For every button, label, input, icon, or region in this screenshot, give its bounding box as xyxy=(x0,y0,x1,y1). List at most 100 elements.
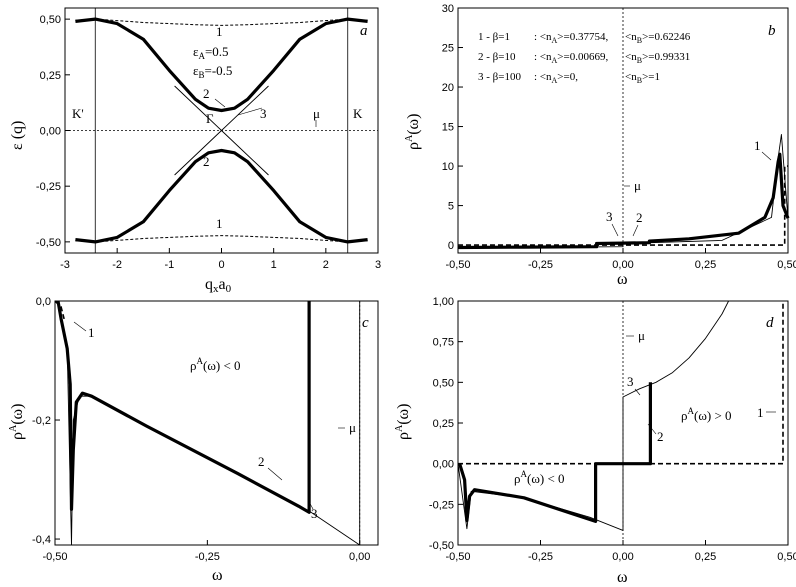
panel-letter-c: c xyxy=(362,315,369,331)
xtick-label-d-1: -0,25 xyxy=(528,551,553,563)
gamma-label: Γ xyxy=(206,111,214,126)
ytick-label-c-1: -0,2 xyxy=(32,415,51,427)
legend-b-1-na: : <nA>=0.37754, xyxy=(534,31,608,45)
ticks-b: -0,50 -0,25 0,00 0,25 0,50 0 5 10 15 20 25 30 xyxy=(442,3,796,271)
xtick-label-b-2: 0,00 xyxy=(612,259,633,271)
label-2-d: 2 xyxy=(657,429,664,444)
series-b xyxy=(457,8,790,253)
ytick-label-a-1: -0,25 xyxy=(36,181,61,193)
leader-3-b xyxy=(611,223,619,237)
leader-1-c xyxy=(73,321,87,332)
leader-3-c xyxy=(307,499,314,510)
ticks-d: -0,50 -0,25 0,00 0,25 0,50 -0,50 -0,25 0,00 0,25… xyxy=(429,296,796,563)
xtick-label-b-1: -0,25 xyxy=(528,259,553,271)
label-2-bottom-a: 2 xyxy=(203,154,210,169)
series-a xyxy=(65,8,378,253)
xtick-label-a-6: 3 xyxy=(375,259,381,271)
leader-1-b xyxy=(761,151,772,161)
series-d xyxy=(457,300,784,545)
label-2-top-a: 2 xyxy=(203,86,210,101)
panel-letter-b: b xyxy=(768,23,776,39)
ytick-label-a-0: -0,50 xyxy=(36,237,61,249)
ytick-label-d-5: 0,75 xyxy=(433,337,454,349)
ytick-label-c-0: -0,4 xyxy=(32,534,51,546)
series-b-1-0 xyxy=(458,165,788,246)
xlabel-a: qxa0 xyxy=(205,276,232,295)
legend-b-1-label: 1 - β=1 xyxy=(478,31,510,43)
label-1-d: 1 xyxy=(757,405,764,420)
mu-label-d: μ xyxy=(638,328,645,343)
leader-2-d xyxy=(647,423,657,435)
series-a-2-2 xyxy=(75,17,368,113)
sign-label-neg-d: ρA(ω) < 0 xyxy=(514,469,565,486)
xtick-label-a-1: -2 xyxy=(112,259,122,271)
series-c-2-1 xyxy=(56,300,311,514)
legend-b-2-label: 2 - β=10 xyxy=(478,51,516,63)
xtick-label-a-0: -3 xyxy=(60,259,70,271)
ylabel-b: ρA(ω) xyxy=(404,114,422,150)
panel-letter-d: d xyxy=(766,315,774,331)
leader-2-c xyxy=(267,467,283,481)
series-a-1-1 xyxy=(75,235,368,243)
ytick-label-d-4: 0,50 xyxy=(433,377,454,389)
epsilon-b-label: εB=-0.5 xyxy=(193,63,232,80)
xtick-label-d-4: 0,50 xyxy=(777,551,796,563)
xtick-label-c-0: -0,50 xyxy=(42,551,67,563)
ytick-label-b-1: 5 xyxy=(448,201,454,213)
label-3-a: 3 xyxy=(260,106,267,121)
series-c xyxy=(54,300,361,546)
mu-label-b: μ xyxy=(634,178,641,193)
ytick-label-b-5: 25 xyxy=(442,43,454,55)
sign-label-pos-d: ρA(ω) > 0 xyxy=(681,406,732,423)
xtick-label-b-3: 0,25 xyxy=(695,259,716,271)
ytick-label-b-6: 30 xyxy=(442,3,454,15)
epsilon-a-label: εA=0.5 xyxy=(193,44,229,61)
legend-b-1-nb: <nB>=0.62246 xyxy=(625,31,691,45)
label-1-c: 1 xyxy=(88,325,95,340)
label-2-b: 2 xyxy=(636,210,643,225)
series-a-1-0 xyxy=(75,18,368,26)
series-d-3-2 xyxy=(457,300,730,531)
ytick-label-a-4: 0,50 xyxy=(40,14,61,26)
xtick-label-a-5: 2 xyxy=(323,259,329,271)
panel-b: -0,50 -0,25 0,00 0,25 0,50 0 5 10 15 20 25 30 ω ρA(… xyxy=(404,3,796,288)
ytick-label-a-2: 0,00 xyxy=(40,126,61,138)
ytick-label-b-0: 0 xyxy=(448,240,454,252)
xtick-label-a-4: 1 xyxy=(271,259,277,271)
ylabel-a: ε (q) xyxy=(9,121,26,150)
xtick-label-c-1: -0,25 xyxy=(195,551,220,563)
mu-label-c: μ xyxy=(349,420,356,435)
xtick-label-d-2: 0,00 xyxy=(612,551,633,563)
ytick-label-d-1: -0,25 xyxy=(429,499,454,511)
mu-label-a: μ xyxy=(313,106,320,121)
legend-b-3-na: : <nA>=0, xyxy=(534,71,578,85)
legend-b-2-na: : <nA>=0.00669, xyxy=(534,51,608,65)
panel-a: -3 -2 -1 0 1 2 3 -0,50 -0,25 0,00 0,25 0,50 qxa0 ε … xyxy=(9,7,381,295)
xtick-label-d-3: 0,25 xyxy=(695,551,716,563)
leader-3-a xyxy=(237,107,263,116)
ytick-label-d-3: 0,25 xyxy=(433,418,454,430)
ylabel-d: ρA(ω) xyxy=(394,404,412,440)
series-d-2-1 xyxy=(458,382,652,523)
ytick-label-c-2: 0,0 xyxy=(36,296,51,308)
label-3-d: 3 xyxy=(627,374,634,389)
series-b-3-2 xyxy=(457,134,789,249)
ytick-label-b-4: 20 xyxy=(442,82,454,94)
label-3-c: 3 xyxy=(311,506,318,521)
xtick-label-c-2: 0,00 xyxy=(349,551,370,563)
panel-d: -0,50 -0,25 0,00 0,25 0,50 -0,50 -0,25 0,00 0,25… xyxy=(394,296,796,586)
xtick-label-a-2: -1 xyxy=(164,259,174,271)
label-2-c: 2 xyxy=(258,454,265,469)
legend-b-2-nb: <nB>=0.99331 xyxy=(625,51,690,65)
leader-2-b xyxy=(632,224,639,237)
label-1-bottom-a: 1 xyxy=(216,216,223,231)
leader-3-d xyxy=(634,388,641,396)
xtick-label-d-0: -0,50 xyxy=(445,551,470,563)
ytick-label-d-0: -0,50 xyxy=(429,540,454,552)
leader-2-a xyxy=(214,98,226,108)
series-d-1-0 xyxy=(458,301,784,465)
label-3-b: 3 xyxy=(606,209,613,224)
series-a-2-3 xyxy=(75,148,368,244)
k-label: K xyxy=(353,106,363,121)
